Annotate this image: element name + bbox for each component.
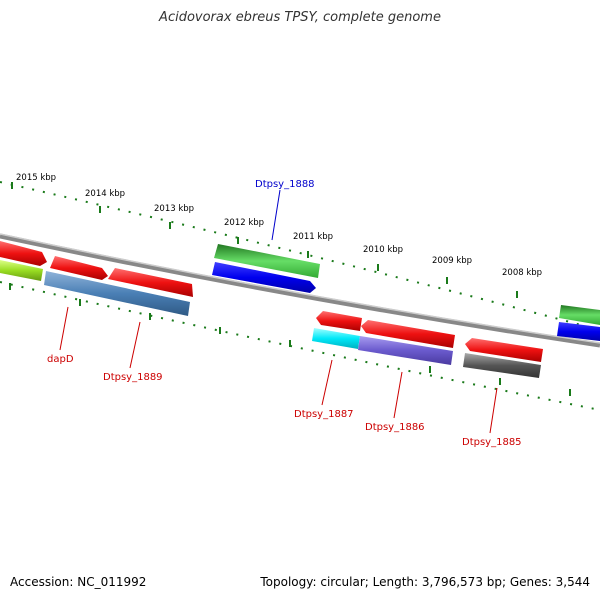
genome-backbone — [0, 233, 600, 348]
scale-label-2015: 2015 kbp — [16, 173, 56, 183]
accession-text: Accession: NC_011992 — [10, 575, 147, 589]
leader-line-dapd — [59, 306, 69, 351]
scale-label-2014: 2014 kbp — [85, 189, 125, 199]
outer-dot-track — [0, 181, 600, 331]
gene-label-dtpsy-1888[interactable]: Dtpsy_1888 — [255, 179, 315, 190]
genome-summary-text: Topology: circular; Length: 3,796,573 bp… — [260, 575, 590, 589]
gene-cds-green[interactable] — [214, 244, 320, 278]
gene-cds-gray[interactable] — [463, 353, 541, 378]
gene-cds-steelblue[interactable] — [44, 271, 190, 316]
gene-cds-red[interactable] — [0, 241, 47, 266]
inner-scale-ring — [0, 281, 600, 411]
gene-label-dtpsy-1885[interactable]: Dtpsy_1885 — [462, 437, 522, 448]
leader-line-dtpsy-1886 — [393, 371, 403, 419]
reverse-strand-genes — [0, 260, 543, 378]
gene-cds-green[interactable] — [559, 305, 600, 325]
scale-label-2009: 2009 kbp — [432, 256, 472, 266]
gene-label-dapd[interactable]: dapD — [47, 354, 74, 365]
map-title: Acidovorax ebreus TPSY, complete genome — [159, 10, 441, 25]
gene-cds-yellowgreen[interactable] — [0, 260, 43, 281]
genome-backbone-highlight — [0, 233, 600, 344]
label-leaders — [59, 189, 498, 434]
gene-cds-red[interactable] — [50, 256, 108, 280]
gene-cds-red[interactable] — [465, 338, 543, 362]
gene-cds-red[interactable] — [361, 320, 455, 348]
scale-label-2008: 2008 kbp — [502, 268, 542, 278]
gene-cds-blue[interactable] — [557, 322, 600, 341]
scale-label-2012: 2012 kbp — [224, 218, 264, 228]
scale-label-2010: 2010 kbp — [363, 245, 403, 255]
gene-cds-cyan[interactable] — [312, 328, 360, 349]
leader-line-dtpsy-1888 — [271, 189, 281, 241]
gene-labels: Dtpsy_1888 dapD Dtpsy_1889 Dtpsy_1887 Dt… — [47, 179, 522, 448]
leader-line-dtpsy-1885 — [489, 387, 498, 434]
gene-label-dtpsy-1886[interactable]: Dtpsy_1886 — [365, 422, 425, 433]
outer-scale-ring: 2015 kbp 2014 kbp 2013 kbp 2012 kbp 2011… — [0, 173, 600, 331]
gene-label-dtpsy-1889[interactable]: Dtpsy_1889 — [103, 372, 163, 383]
scale-label-2013: 2013 kbp — [154, 204, 194, 214]
gene-cds-blue[interactable] — [212, 262, 316, 293]
scale-label-2011: 2011 kbp — [293, 232, 333, 242]
gene-cds-red[interactable] — [108, 268, 193, 297]
gene-label-dtpsy-1887[interactable]: Dtpsy_1887 — [294, 409, 354, 420]
gene-cds-red[interactable] — [316, 311, 362, 331]
gene-cds-purple[interactable] — [358, 336, 453, 365]
leader-line-dtpsy-1887 — [321, 359, 333, 406]
leader-line-dtpsy-1889 — [129, 321, 141, 369]
forward-strand-genes — [0, 241, 600, 341]
